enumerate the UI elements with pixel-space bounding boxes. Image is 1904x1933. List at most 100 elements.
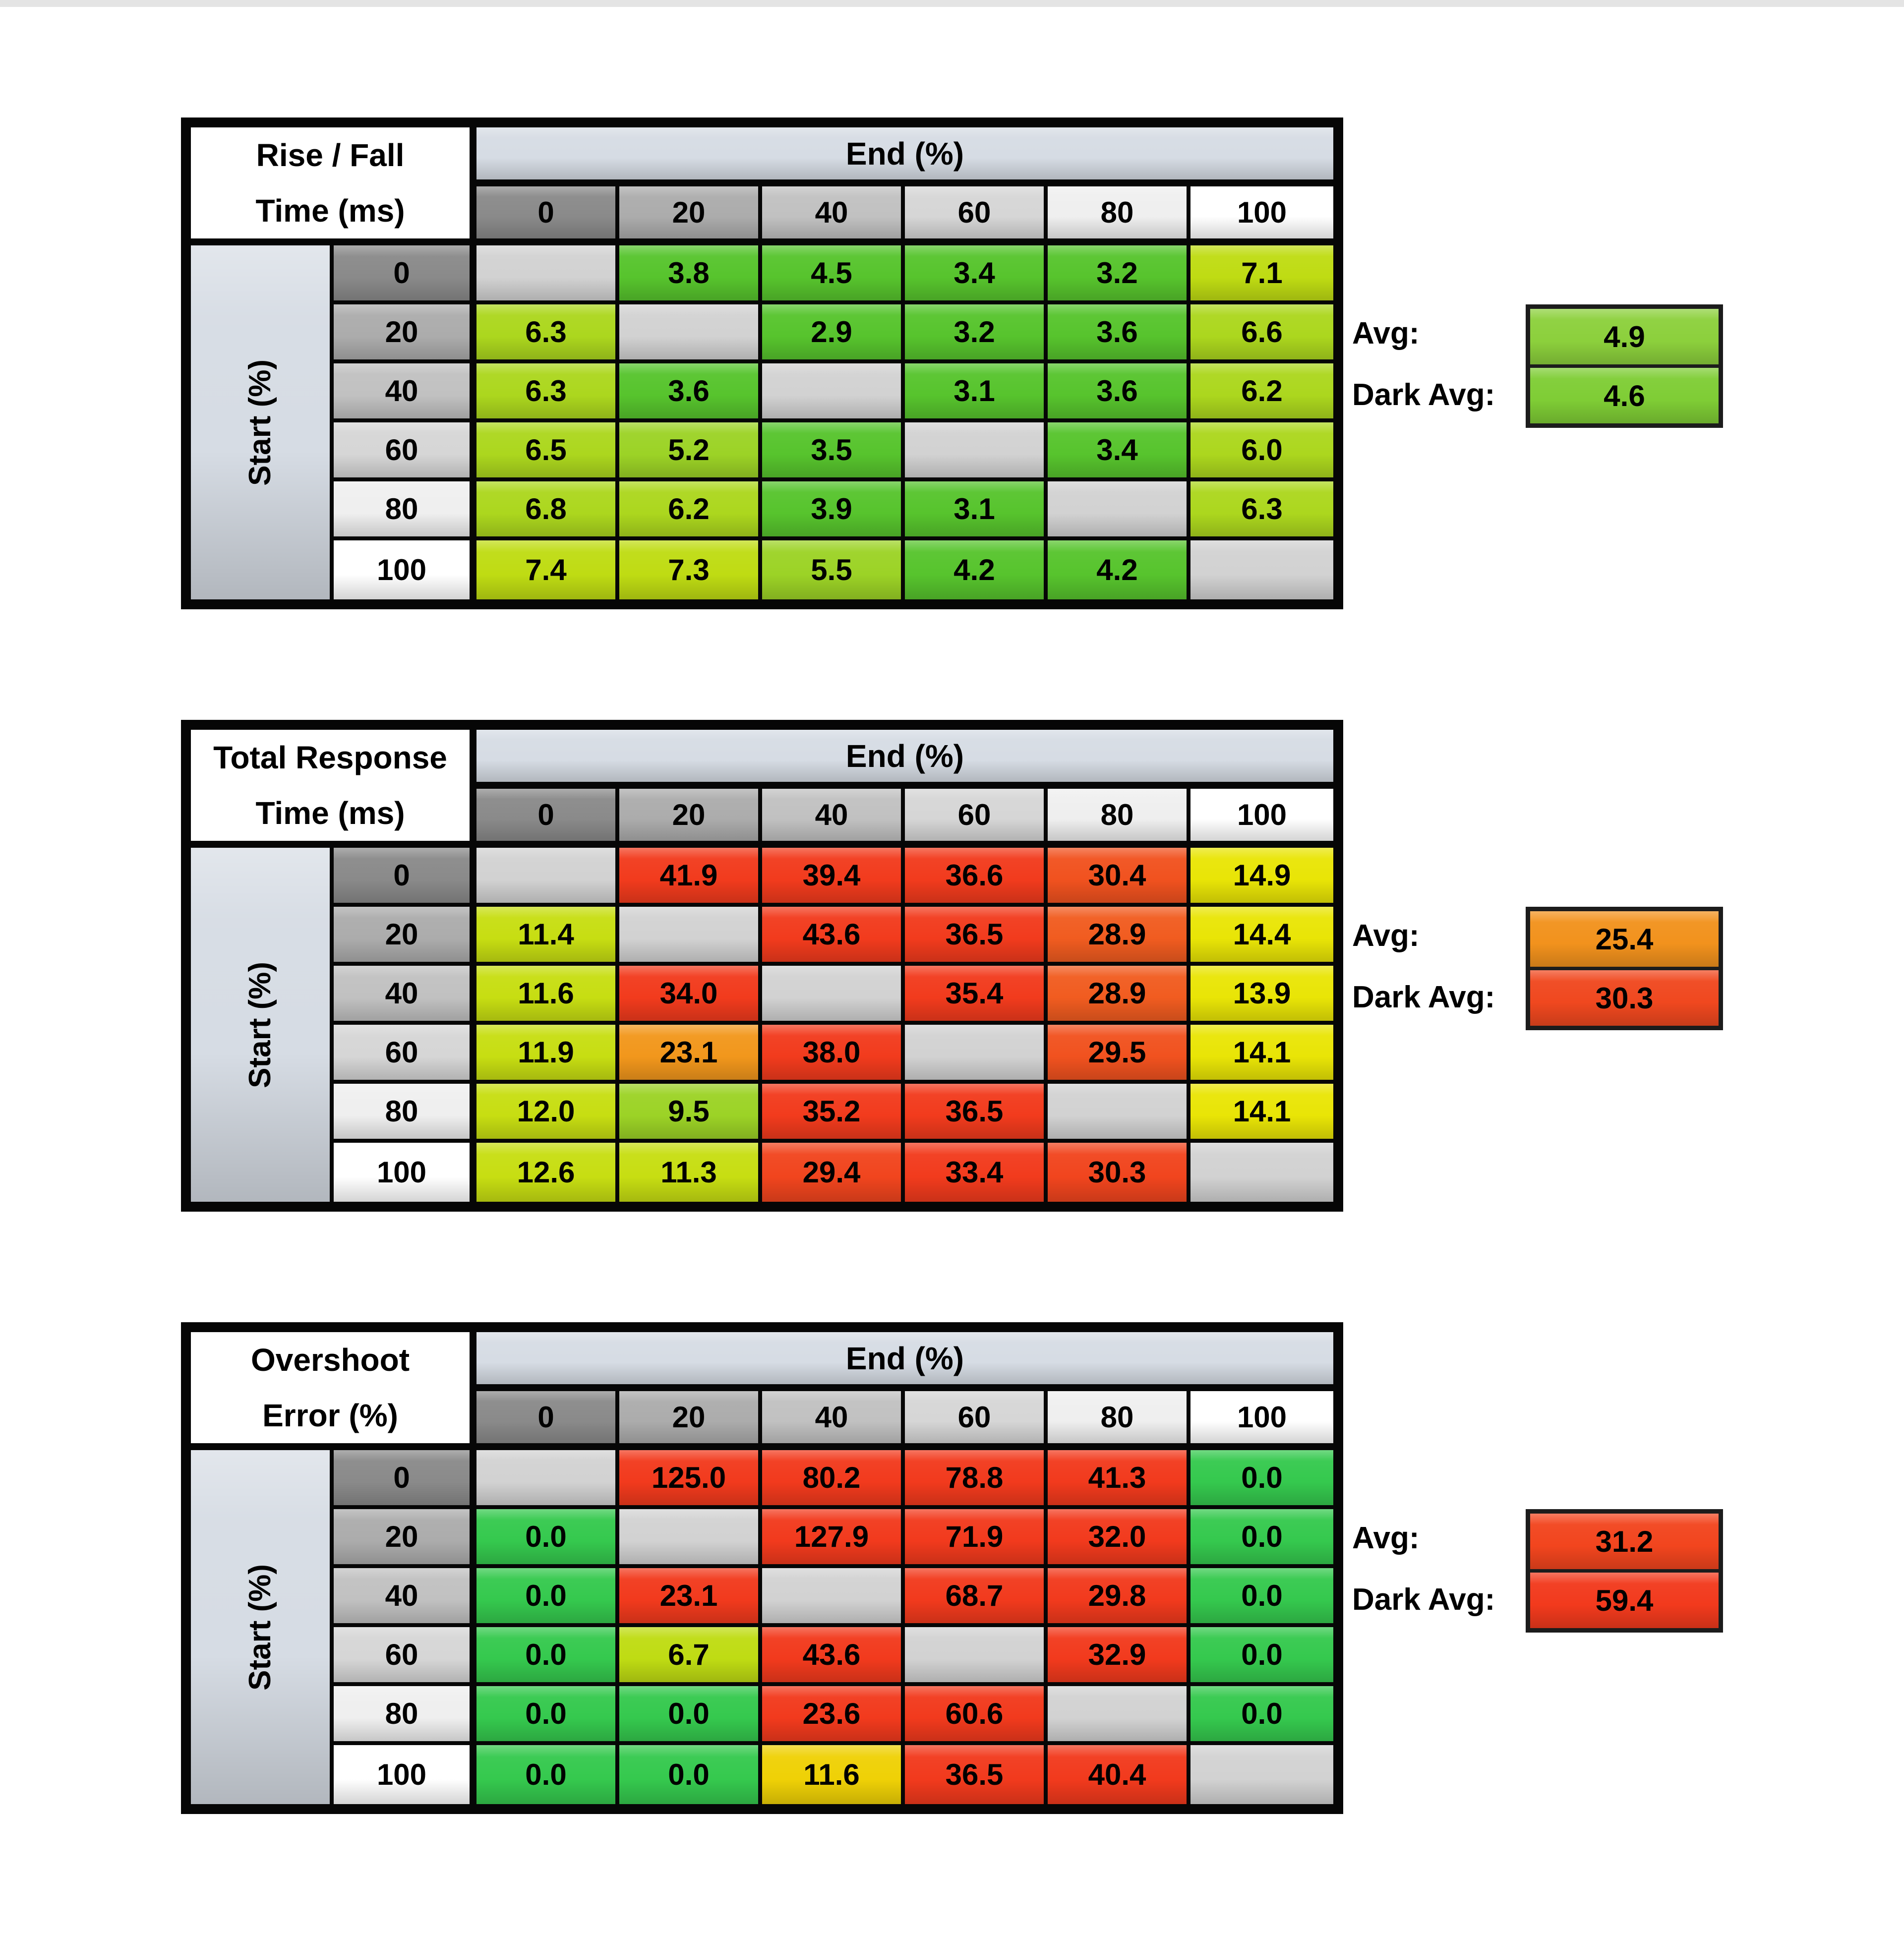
- data-cell: 6.0: [1190, 422, 1333, 481]
- row-header-0: 0: [334, 1450, 476, 1509]
- data-cell: 41.3: [1048, 1450, 1190, 1509]
- row-header-60: 60: [334, 1627, 476, 1686]
- data-cell: 3.4: [905, 245, 1048, 304]
- data-cell: 32.9: [1048, 1627, 1190, 1686]
- row-header-20: 20: [334, 907, 476, 966]
- data-cell: 127.9: [762, 1509, 905, 1568]
- avg-value: 31.2: [1530, 1514, 1719, 1573]
- col-header-60: 60: [905, 789, 1048, 848]
- data-cell: 29.4: [762, 1143, 905, 1202]
- row-header-0: 0: [334, 245, 476, 304]
- data-cell: 40.4: [1048, 1745, 1190, 1804]
- heatmap-grid: Rise / Fall Time (ms) End (%) Start (%) …: [181, 117, 1343, 609]
- data-cell: 60.6: [905, 1686, 1048, 1745]
- window-top-edge: [0, 0, 1904, 7]
- col-header-0: 0: [476, 186, 619, 245]
- data-cell: 80.2: [762, 1450, 905, 1509]
- data-cell: 5.5: [762, 540, 905, 599]
- data-cell: 28.9: [1048, 907, 1190, 966]
- avg-label: Avg:: [1352, 316, 1420, 351]
- diagonal-blank-cell: [905, 1025, 1048, 1084]
- diagonal-blank-cell: [476, 245, 619, 304]
- data-cell: 0.0: [476, 1568, 619, 1627]
- data-cell: 34.0: [619, 966, 762, 1025]
- col-header-40: 40: [762, 186, 905, 245]
- col-header-60: 60: [905, 1391, 1048, 1450]
- diagonal-blank-cell: [619, 907, 762, 966]
- row-axis-label: Start (%): [191, 1450, 334, 1804]
- diagonal-blank-cell: [762, 363, 905, 422]
- dark-avg-value: 4.6: [1530, 368, 1719, 423]
- diagonal-blank-cell: [619, 1509, 762, 1568]
- table-title-line2: Error (%): [262, 1398, 398, 1433]
- summary-panel: Avg: Dark Avg: 4.9 4.6: [1352, 304, 1904, 433]
- data-cell: 3.6: [1048, 304, 1190, 363]
- table-title-line1: Rise / Fall: [256, 137, 405, 173]
- data-cell: 6.8: [476, 481, 619, 540]
- data-cell: 6.3: [476, 363, 619, 422]
- diagonal-blank-cell: [1190, 540, 1333, 599]
- data-cell: 41.9: [619, 848, 762, 907]
- col-axis-label: End (%): [476, 730, 1333, 789]
- data-cell: 36.6: [905, 848, 1048, 907]
- data-cell: 0.0: [619, 1686, 762, 1745]
- data-cell: 43.6: [762, 1627, 905, 1686]
- data-cell: 33.4: [905, 1143, 1048, 1202]
- data-cell: 39.4: [762, 848, 905, 907]
- data-cell: 23.1: [619, 1568, 762, 1627]
- data-cell: 7.1: [1190, 245, 1333, 304]
- avg-label: Avg:: [1352, 918, 1420, 953]
- row-axis-label-text: Start (%): [243, 1564, 277, 1691]
- avg-box: 25.4 30.3: [1526, 907, 1723, 1030]
- data-cell: 29.5: [1048, 1025, 1190, 1084]
- diagonal-blank-cell: [905, 422, 1048, 481]
- data-cell: 30.3: [1048, 1143, 1190, 1202]
- row-header-20: 20: [334, 1509, 476, 1568]
- data-cell: 14.1: [1190, 1025, 1333, 1084]
- data-cell: 3.6: [1048, 363, 1190, 422]
- data-cell: 14.1: [1190, 1084, 1333, 1143]
- heatmap-table-rise-fall-time: Rise / Fall Time (ms) End (%) Start (%) …: [181, 117, 1904, 609]
- data-cell: 30.4: [1048, 848, 1190, 907]
- diagonal-blank-cell: [905, 1627, 1048, 1686]
- data-cell: 38.0: [762, 1025, 905, 1084]
- data-cell: 3.1: [905, 481, 1048, 540]
- row-header-80: 80: [334, 1686, 476, 1745]
- col-header-20: 20: [619, 789, 762, 848]
- row-header-80: 80: [334, 481, 476, 540]
- summary-panel: Avg: Dark Avg: 31.2 59.4: [1352, 1509, 1904, 1638]
- data-cell: 11.3: [619, 1143, 762, 1202]
- table-title: Overshoot Error (%): [191, 1332, 476, 1450]
- col-header-40: 40: [762, 789, 905, 848]
- col-header-80: 80: [1048, 186, 1190, 245]
- diagonal-blank-cell: [1048, 1686, 1190, 1745]
- summary-panel: Avg: Dark Avg: 25.4 30.3: [1352, 907, 1904, 1036]
- data-cell: 11.4: [476, 907, 619, 966]
- data-cell: 3.4: [1048, 422, 1190, 481]
- dark-avg-label: Dark Avg:: [1352, 1582, 1495, 1617]
- col-header-0: 0: [476, 1391, 619, 1450]
- avg-value: 4.9: [1530, 309, 1719, 368]
- row-header-0: 0: [334, 848, 476, 907]
- row-header-40: 40: [334, 1568, 476, 1627]
- table-title: Rise / Fall Time (ms): [191, 127, 476, 245]
- heatmap-table-total-response-time: Total Response Time (ms) End (%) Start (…: [181, 720, 1904, 1212]
- data-cell: 2.9: [762, 304, 905, 363]
- diagonal-blank-cell: [762, 1568, 905, 1627]
- dark-avg-label: Dark Avg:: [1352, 980, 1495, 1014]
- avg-label: Avg:: [1352, 1521, 1420, 1555]
- data-cell: 36.5: [905, 1084, 1048, 1143]
- data-cell: 6.7: [619, 1627, 762, 1686]
- diagonal-blank-cell: [1048, 481, 1190, 540]
- col-header-60: 60: [905, 186, 1048, 245]
- data-cell: 0.0: [476, 1745, 619, 1804]
- data-cell: 3.9: [762, 481, 905, 540]
- data-cell: 28.9: [1048, 966, 1190, 1025]
- data-cell: 68.7: [905, 1568, 1048, 1627]
- heatmap-grid: Total Response Time (ms) End (%) Start (…: [181, 720, 1343, 1212]
- data-cell: 6.2: [619, 481, 762, 540]
- data-cell: 6.3: [1190, 481, 1333, 540]
- row-header-60: 60: [334, 422, 476, 481]
- col-header-20: 20: [619, 186, 762, 245]
